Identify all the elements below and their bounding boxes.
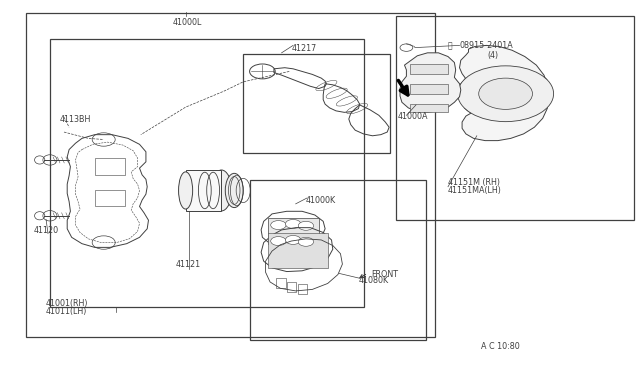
Text: A C 10:80: A C 10:80 xyxy=(481,342,520,351)
Text: FRONT: FRONT xyxy=(371,270,398,279)
Text: 41001(RH): 41001(RH) xyxy=(46,299,88,308)
Polygon shape xyxy=(268,232,328,268)
Text: 41121: 41121 xyxy=(176,260,201,269)
Text: 41000A: 41000A xyxy=(398,112,429,121)
Text: 4113BH: 4113BH xyxy=(60,115,91,124)
Polygon shape xyxy=(410,84,448,94)
Bar xyxy=(26,13,435,337)
Text: 41151M (RH): 41151M (RH) xyxy=(448,178,500,187)
Circle shape xyxy=(298,237,314,246)
Circle shape xyxy=(479,78,532,109)
Bar xyxy=(250,180,426,340)
Text: 41151MA(LH): 41151MA(LH) xyxy=(448,186,502,195)
Text: (4): (4) xyxy=(487,51,498,60)
Polygon shape xyxy=(410,64,448,74)
Circle shape xyxy=(298,221,314,230)
Circle shape xyxy=(271,221,286,230)
Polygon shape xyxy=(400,53,461,112)
Bar xyxy=(243,54,390,153)
Ellipse shape xyxy=(179,172,193,209)
Circle shape xyxy=(271,237,286,246)
Text: 41011(LH): 41011(LH) xyxy=(46,307,88,316)
Text: 41000L: 41000L xyxy=(173,18,202,27)
Text: Ⓟ: Ⓟ xyxy=(448,41,452,50)
Text: 41000K: 41000K xyxy=(306,196,336,205)
Bar xyxy=(396,16,634,220)
Polygon shape xyxy=(460,45,549,141)
Circle shape xyxy=(458,66,554,122)
Polygon shape xyxy=(268,218,319,244)
Polygon shape xyxy=(186,170,221,211)
Text: 41120: 41120 xyxy=(33,226,58,235)
Polygon shape xyxy=(410,104,448,112)
Circle shape xyxy=(285,219,301,228)
Text: 41080K: 41080K xyxy=(358,276,388,285)
Text: 41217: 41217 xyxy=(291,44,316,53)
Ellipse shape xyxy=(225,173,243,208)
Circle shape xyxy=(285,235,301,244)
Text: 08915-2401A: 08915-2401A xyxy=(460,41,513,50)
Bar xyxy=(50,39,364,307)
Ellipse shape xyxy=(211,170,232,211)
